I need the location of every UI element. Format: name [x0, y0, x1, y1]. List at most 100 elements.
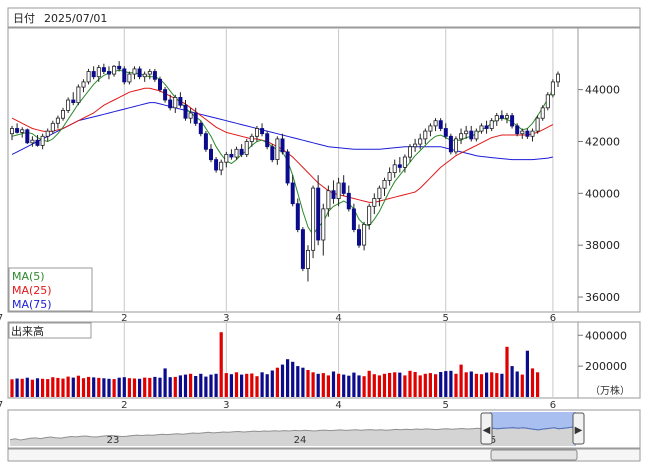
volume-bar	[46, 379, 50, 397]
volume-bar	[280, 364, 285, 397]
candle	[76, 84, 81, 106]
volume-bar	[398, 372, 402, 397]
volume-bar	[270, 370, 274, 397]
candle	[367, 203, 372, 230]
candle	[260, 123, 265, 137]
candle	[433, 118, 438, 132]
candle	[413, 138, 418, 152]
candle	[249, 133, 254, 147]
candle	[188, 107, 193, 124]
volume-bar	[367, 370, 371, 397]
candle	[423, 128, 428, 145]
price-tick-label: 44000	[585, 84, 620, 97]
candle	[15, 123, 20, 134]
candle	[305, 245, 310, 282]
price-tick-label: 42000	[585, 135, 620, 148]
volume-bar	[469, 371, 473, 397]
candle	[474, 128, 479, 142]
candle	[112, 65, 117, 77]
volume-bar	[255, 376, 259, 397]
candle	[321, 203, 326, 256]
volume-bar	[122, 377, 126, 397]
candle	[55, 115, 60, 129]
legend-box	[8, 267, 93, 312]
volume-bar	[291, 361, 295, 397]
legend-ma25: MA(25)	[12, 284, 52, 297]
candle	[86, 68, 91, 85]
volume-bar	[15, 378, 19, 397]
candle	[117, 61, 122, 72]
candle	[81, 79, 86, 93]
volume-bar	[138, 378, 142, 397]
volume-bar	[178, 375, 182, 397]
volume-bar	[30, 379, 34, 397]
candle	[91, 66, 96, 80]
candle	[25, 128, 30, 145]
volume-bar	[25, 377, 29, 397]
volume-bar	[112, 379, 116, 397]
volume-bar	[127, 378, 131, 397]
volume-bar	[321, 373, 325, 397]
volume-bar	[382, 373, 387, 397]
volume-bar	[485, 372, 489, 397]
scrollbar-track[interactable]	[7, 448, 641, 462]
x-tick-label: 7	[0, 400, 3, 411]
candle	[214, 157, 219, 173]
volume-bar	[158, 377, 162, 397]
volume-bar	[209, 374, 213, 397]
volume-bar	[168, 377, 172, 397]
volume-bar	[520, 374, 524, 397]
scrollbar-thumb[interactable]	[490, 449, 578, 461]
candle	[494, 112, 499, 126]
candle	[356, 224, 361, 248]
candle	[127, 71, 132, 85]
volume-bar	[490, 372, 494, 397]
x-tick-label: 5	[443, 313, 449, 324]
overview-right-handle[interactable]: ▶	[572, 412, 585, 445]
volume-tick-label: 200000	[585, 360, 627, 373]
volume-bar	[388, 372, 392, 397]
overview-left-handle[interactable]: ◀	[480, 412, 493, 445]
x-tick-label: 3	[223, 400, 229, 411]
x-tick-label: 2	[121, 400, 127, 411]
candle	[387, 167, 392, 186]
candle	[40, 133, 45, 150]
price-axis: 36000 38000 40000 42000 44000	[578, 84, 620, 304]
volume-bar	[372, 374, 376, 397]
date-header-box	[7, 7, 641, 28]
price-tick-label: 36000	[585, 291, 620, 304]
volume-bar	[393, 372, 397, 397]
volume-bar	[148, 377, 152, 397]
volume-label-box	[8, 322, 92, 339]
volume-bar	[525, 350, 529, 397]
candle	[545, 92, 550, 111]
candle	[392, 159, 397, 178]
overview-selection-line	[492, 426, 575, 431]
volume-bar	[428, 373, 432, 397]
volume-bar	[408, 370, 412, 397]
candle	[285, 149, 290, 186]
volume-bar	[337, 373, 341, 397]
candle	[550, 79, 555, 98]
candle	[443, 123, 448, 139]
volume-bar	[199, 373, 203, 397]
candle	[453, 136, 458, 155]
candle	[45, 128, 50, 142]
candle	[96, 65, 101, 82]
volume-bar	[229, 374, 233, 397]
candle	[9, 125, 14, 141]
volume-bar	[219, 332, 223, 397]
volume-bar	[311, 372, 315, 397]
date-value: 2025/07/01	[44, 12, 107, 25]
candle	[341, 175, 346, 196]
volume-label: 出来高	[11, 324, 44, 338]
volume-bar	[434, 374, 438, 397]
price-tick-label: 40000	[585, 187, 620, 200]
volume-bar	[153, 376, 157, 397]
volume-bar	[275, 367, 279, 397]
candle	[525, 128, 530, 139]
volume-bars	[10, 332, 540, 398]
volume-bar	[362, 376, 366, 397]
volume-bar	[418, 375, 422, 397]
